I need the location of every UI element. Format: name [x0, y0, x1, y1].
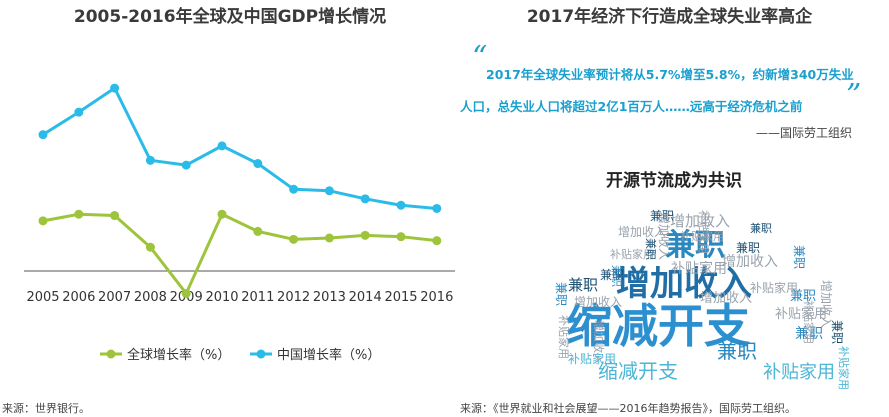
china-growth-point: [110, 83, 120, 93]
cloud-word: 增加收入: [618, 225, 666, 239]
cloud-word: 补贴家用: [837, 346, 851, 390]
x-tick-label: 2013: [313, 290, 346, 305]
cloud-word: 增加收入: [616, 264, 752, 304]
cloud-word: 补贴家用: [671, 260, 727, 277]
global-growth-point: [217, 209, 227, 219]
cloud-word: 兼职: [554, 282, 568, 306]
x-tick-label: 2011: [241, 290, 274, 305]
quote-line-1: 2017年全球失业率预计将从5.7%增至5.8%，约新增340万失业: [486, 67, 854, 82]
global-growth-point: [360, 230, 370, 240]
cloud-word: 补贴家用: [680, 229, 724, 243]
x-tick-label: 2015: [384, 290, 417, 305]
cloud-word: 兼职: [610, 265, 623, 287]
cloud-word: 补贴家用: [557, 315, 571, 359]
cloud-word: 兼职: [736, 241, 760, 255]
gdp-source: 来源：世界银行。: [2, 402, 90, 415]
china-growth-point: [38, 130, 48, 140]
global-growth-point: [289, 234, 299, 244]
global-growth-point: [145, 242, 155, 252]
cloud-word: 缩减开支: [598, 359, 678, 383]
cloud-word: 兼职: [792, 245, 806, 269]
cloud-word: 增加收入: [657, 212, 671, 260]
china-growth-point: [396, 200, 406, 210]
legend-marker-china-growth: [256, 349, 266, 359]
open-quote-mark: “: [472, 40, 488, 75]
cloud-word: 兼职: [750, 222, 772, 235]
cloud-word: 兼职: [650, 209, 674, 223]
china-growth-point: [217, 141, 227, 151]
global-growth-point: [38, 216, 48, 226]
cloud-word: 兼职: [665, 228, 725, 263]
cloud-word: 增加收入: [819, 280, 833, 328]
cloud-word: 兼职: [790, 289, 816, 304]
global-growth-line: [42, 212, 437, 295]
cloud-word: 补贴家用: [775, 306, 827, 322]
legend-label-china-growth: 中国增长率（%）: [277, 347, 380, 363]
global-growth-point: [396, 232, 406, 242]
cloud-word: 补贴家用: [610, 247, 654, 261]
legend-marker-global-growth: [106, 349, 116, 359]
quote-attribution: ——国际劳工组织: [756, 126, 853, 140]
x-tick-label: 2008: [134, 290, 167, 305]
cloud-word: 缩减开支: [566, 299, 750, 353]
cloud-word: 兼职: [600, 268, 624, 282]
china-growth-point: [289, 184, 299, 194]
cloud-word: 兼职: [568, 276, 598, 294]
x-tick-label: 2016: [420, 290, 453, 305]
global-growth-point: [74, 209, 84, 219]
unemployment-panel: 2017年经济下行造成全球失业率高企 “ 2017年全球失业率预计将从5.7%增…: [450, 0, 889, 417]
cloud-word: 补贴家用: [763, 362, 835, 383]
global-growth-point: [432, 236, 442, 246]
cloud-word: 增加收入: [670, 212, 730, 230]
unemployment-title: 2017年经济下行造成全球失业率高企: [526, 7, 813, 27]
cloud-word: 补贴家用: [750, 280, 798, 295]
china-growth-point: [253, 159, 263, 169]
china-growth-point: [181, 160, 191, 170]
cloud-word: 兼职: [717, 339, 757, 363]
cloud-subtitle: 开源节流成为共识: [606, 171, 742, 191]
global-growth-point: [253, 226, 263, 236]
x-tick-label: 2012: [277, 290, 310, 305]
x-tick-label: 2006: [62, 290, 95, 305]
cloud-word: 补贴家用: [697, 210, 711, 254]
cloud-word: 补贴家用: [802, 300, 816, 344]
unemployment-source: 来源：《世界就业和社会展望——2016年趋势报告》，国际劳工组织。: [460, 402, 796, 415]
word-cloud: 兼职增加收入缩减开支缩减开支兼职补贴家用增加收入兼职补贴家用增加收入兼职补贴家用…: [554, 209, 851, 390]
quote-line-2: 人口，总失业人口将超过2亿1百万人……远高于经济危机之前: [460, 99, 803, 114]
global-growth-point: [324, 233, 334, 243]
cloud-word: 增加收入: [592, 320, 606, 364]
cloud-word: 补贴家用: [568, 351, 616, 366]
china-growth-point: [432, 203, 442, 213]
gdp-chart-title: 2005-2016年全球及中国GDP增长情况: [73, 7, 387, 27]
gdp-line-chart: 2005200620072008200920102011201220132014…: [24, 83, 455, 363]
cloud-word: 增加收入: [722, 254, 778, 270]
cloud-word: 兼职: [795, 326, 823, 342]
x-tick-label: 2010: [205, 290, 238, 305]
x-tick-label: 2005: [26, 290, 59, 305]
cloud-word: 增加收入: [574, 295, 622, 309]
cloud-word: 兼职: [830, 320, 844, 344]
x-tick-label: 2014: [349, 290, 382, 305]
gdp-panel: 2005-2016年全球及中国GDP增长情况 2005 2006 2007 2008 2…: [2, 7, 455, 415]
close-quote-mark: ”: [846, 78, 862, 113]
china-growth-point: [360, 194, 370, 204]
x-tick-label: 2007: [98, 290, 131, 305]
china-growth-point: [324, 186, 334, 196]
china-growth-point: [74, 107, 84, 117]
global-growth-point: [181, 288, 191, 298]
cloud-word: 兼职: [644, 238, 657, 260]
legend-label-global-growth: 全球增长率（%）: [127, 347, 230, 363]
china-growth-point: [145, 155, 155, 165]
cloud-word: 增加收入: [700, 291, 752, 306]
china-growth-line: [42, 86, 437, 210]
global-growth-point: [110, 211, 120, 221]
